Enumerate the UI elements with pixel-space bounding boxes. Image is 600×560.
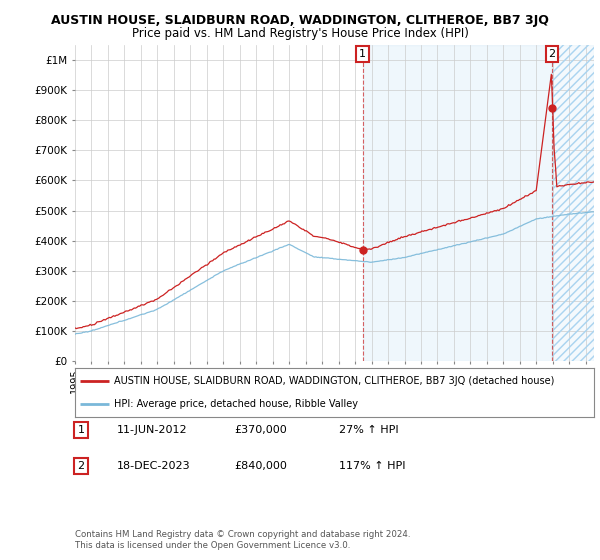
Text: Price paid vs. HM Land Registry's House Price Index (HPI): Price paid vs. HM Land Registry's House … [131, 27, 469, 40]
Text: Contains HM Land Registry data © Crown copyright and database right 2024.: Contains HM Land Registry data © Crown c… [75, 530, 410, 539]
Text: 1: 1 [77, 425, 85, 435]
Text: 27% ↑ HPI: 27% ↑ HPI [339, 425, 398, 435]
Text: £840,000: £840,000 [234, 461, 287, 471]
Bar [552, 45, 594, 361]
Text: 1: 1 [359, 49, 366, 59]
Text: This data is licensed under the Open Government Licence v3.0.: This data is licensed under the Open Gov… [75, 541, 350, 550]
Text: AUSTIN HOUSE, SLAIDBURN ROAD, WADDINGTON, CLITHEROE, BB7 3JQ (detached house): AUSTIN HOUSE, SLAIDBURN ROAD, WADDINGTON… [114, 376, 554, 386]
Text: HPI: Average price, detached house, Ribble Valley: HPI: Average price, detached house, Ribb… [114, 399, 358, 409]
Text: 2: 2 [77, 461, 85, 471]
Text: £370,000: £370,000 [234, 425, 287, 435]
Text: 18-DEC-2023: 18-DEC-2023 [117, 461, 191, 471]
Text: 2: 2 [548, 49, 556, 59]
Bar [362, 45, 552, 361]
Text: 11-JUN-2012: 11-JUN-2012 [117, 425, 188, 435]
Text: AUSTIN HOUSE, SLAIDBURN ROAD, WADDINGTON, CLITHEROE, BB7 3JQ: AUSTIN HOUSE, SLAIDBURN ROAD, WADDINGTON… [51, 14, 549, 27]
Bar [552, 45, 594, 361]
Text: 117% ↑ HPI: 117% ↑ HPI [339, 461, 406, 471]
